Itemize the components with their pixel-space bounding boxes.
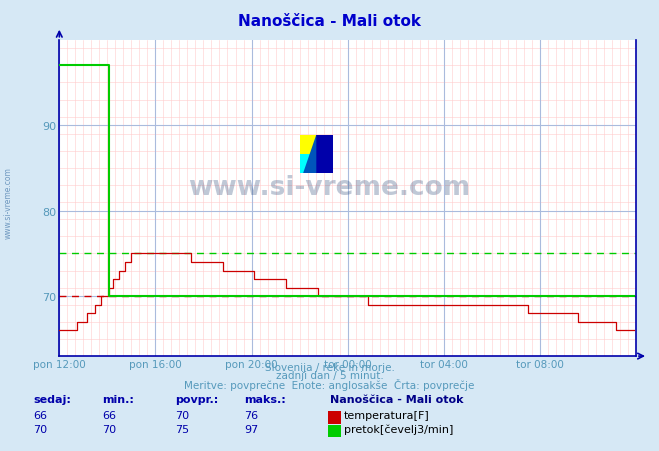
Text: temperatura[F]: temperatura[F]	[344, 410, 430, 420]
Text: min.:: min.:	[102, 394, 134, 404]
Text: www.si-vreme.com: www.si-vreme.com	[188, 174, 471, 200]
Polygon shape	[303, 135, 316, 174]
Text: 70: 70	[102, 424, 116, 434]
Text: 66: 66	[33, 410, 47, 420]
Text: Nanoščica - Mali otok: Nanoščica - Mali otok	[238, 14, 421, 29]
Text: 66: 66	[102, 410, 116, 420]
Text: povpr.:: povpr.:	[175, 394, 218, 404]
Bar	[300, 154, 316, 174]
Text: Meritve: povprečne  Enote: anglosakše  Črta: povprečje: Meritve: povprečne Enote: anglosakše Črt…	[185, 378, 474, 390]
Bar	[316, 135, 333, 174]
Text: zadnji dan / 5 minut.: zadnji dan / 5 minut.	[275, 370, 384, 380]
Text: 75: 75	[175, 424, 188, 434]
Text: 76: 76	[244, 410, 258, 420]
Text: www.si-vreme.com: www.si-vreme.com	[3, 167, 13, 239]
Text: 70: 70	[33, 424, 47, 434]
Text: maks.:: maks.:	[244, 394, 285, 404]
Text: 97: 97	[244, 424, 258, 434]
Text: Slovenija / reke in morje.: Slovenija / reke in morje.	[264, 363, 395, 373]
Text: sedaj:: sedaj:	[33, 394, 71, 404]
Text: pretok[čevelj3/min]: pretok[čevelj3/min]	[344, 423, 453, 434]
Text: Nanoščica - Mali otok: Nanoščica - Mali otok	[330, 394, 463, 404]
Text: 70: 70	[175, 410, 188, 420]
Bar	[300, 135, 316, 154]
